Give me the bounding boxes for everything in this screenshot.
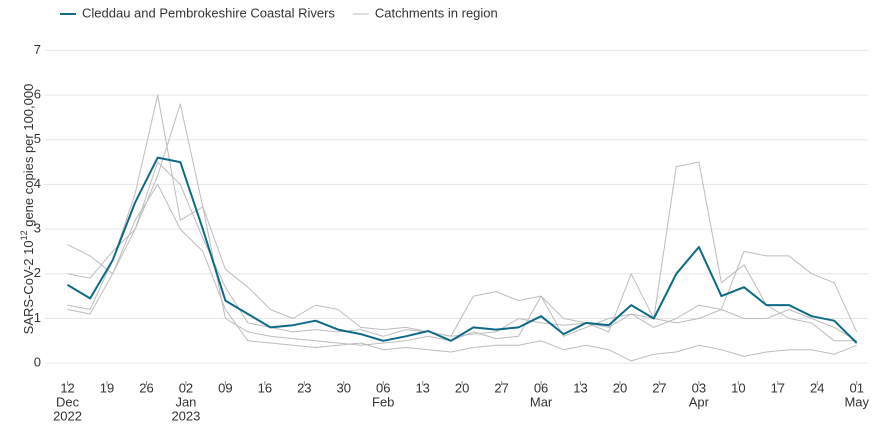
y-axis-label-part: SARS-CoV-2 10 xyxy=(21,240,36,334)
series-line xyxy=(67,94,857,346)
x-tick-label: 20 xyxy=(455,380,469,395)
legend-label: Catchments in region xyxy=(375,5,498,20)
x-tick-label: 26 xyxy=(139,380,153,395)
x-tick-label: 30 xyxy=(337,380,351,395)
series-line xyxy=(66,156,858,344)
x-tick-label: 27 xyxy=(494,380,508,395)
y-tick-label: 3 xyxy=(34,221,41,236)
x-tick-label: 27 xyxy=(652,380,666,395)
x-tick-label: 2023 xyxy=(171,408,200,423)
x-tick-label: 19 xyxy=(100,380,114,395)
y-axis-label: SARS-CoV-2 1012 gene copies per 100,000 xyxy=(19,84,36,335)
x-tick-label: 20 xyxy=(613,380,627,395)
x-tick-label: 13 xyxy=(573,380,587,395)
x-tick-label: Dec xyxy=(56,394,80,409)
series-line xyxy=(67,161,857,342)
x-tick-label: 01 xyxy=(849,380,863,395)
x-tick-label: 24 xyxy=(810,380,824,395)
x-tick-label: Mar xyxy=(530,394,553,409)
x-tick-label: Feb xyxy=(372,394,394,409)
y-tick-label: 0 xyxy=(34,355,41,370)
x-tick-label: May xyxy=(844,394,869,409)
x-tick-label: 03 xyxy=(692,380,706,395)
x-tick-label: 13 xyxy=(415,380,429,395)
y-tick-label: 1 xyxy=(34,310,41,325)
y-tick-label: 2 xyxy=(34,265,41,280)
legend-label: Cleddau and Pembrokeshire Coastal Rivers xyxy=(82,5,335,20)
y-tick-label: 5 xyxy=(34,131,41,146)
y-tick-label: 7 xyxy=(34,42,41,57)
y-axis-label-part: gene copies per 100,000 xyxy=(21,84,36,231)
x-tick-label: 06 xyxy=(376,380,390,395)
x-tick-label: 16 xyxy=(258,380,272,395)
x-tick-label: 06 xyxy=(534,380,548,395)
x-tick-label: 09 xyxy=(218,380,232,395)
y-tick-label: 4 xyxy=(34,176,41,191)
x-tick-label: 23 xyxy=(297,380,311,395)
x-tick-label: 17 xyxy=(771,380,785,395)
x-tick-label: 12 xyxy=(60,380,74,395)
x-tick-label: 2022 xyxy=(53,408,82,423)
series-line xyxy=(67,103,858,337)
x-tick-label: 02 xyxy=(179,380,193,395)
y-axis-label-part: 12 xyxy=(19,230,29,240)
y-tick-label: 6 xyxy=(34,87,41,102)
x-tick-label: Apr xyxy=(689,394,710,409)
x-tick-label: Jan xyxy=(175,394,196,409)
series-line xyxy=(67,183,857,362)
x-tick-label: 10 xyxy=(731,380,745,395)
